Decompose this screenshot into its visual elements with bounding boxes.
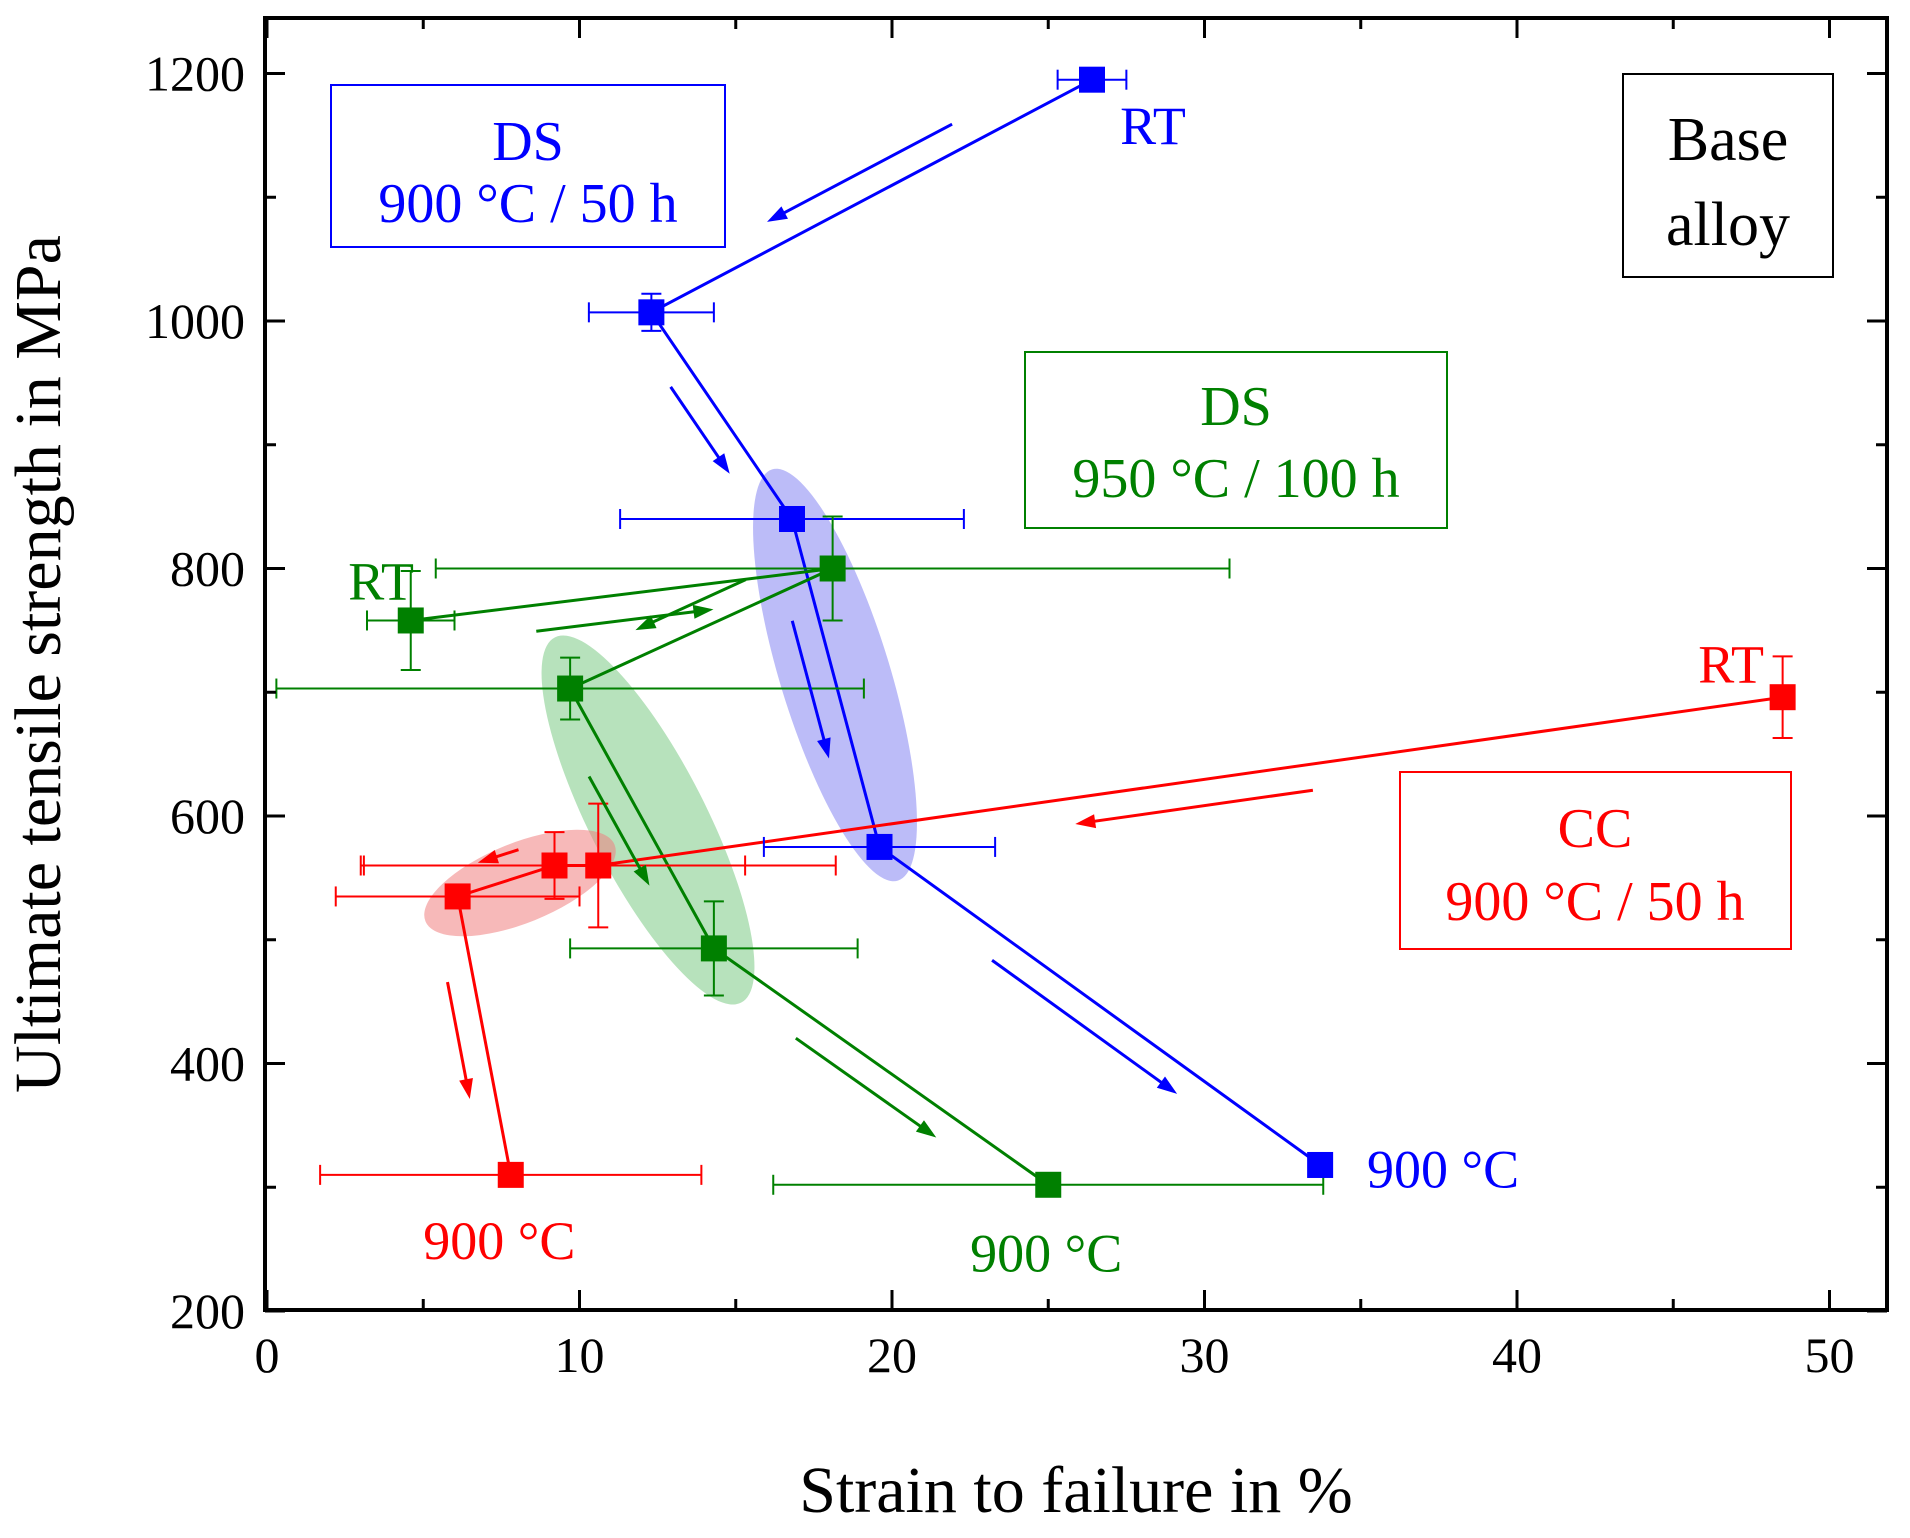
series-box-ds-900: DS 900 °C / 50 h [330,84,726,248]
x-tick-label: 0 [255,1327,280,1383]
trend-arrow-shaft [669,386,726,467]
data-point-marker [444,883,471,910]
x-tick-label: 50 [1805,1327,1855,1383]
data-point-marker [1769,684,1796,711]
y-tick-label: 600 [170,788,245,844]
x-tick-label: 30 [1180,1327,1230,1383]
y-tick-label: 200 [170,1283,245,1339]
trend-arrow-shaft [794,1036,929,1133]
series-box-ds-950-line2: 950 °C / 100 h [1072,448,1399,510]
data-point-marker [497,1161,524,1188]
trend-arrow-head [1156,1076,1178,1094]
data-point-marker [638,299,665,326]
plot-area-frame [263,16,1889,1312]
axis-ticks: 0 10 20 30 40 50 200 400 600 800 1000 1200 [145,18,1887,1383]
trend-arrow-head [633,864,650,886]
y-tick-label: 800 [170,541,245,597]
series-box-cc-900-line2: 900 °C / 50 h [1445,871,1744,933]
y-axis-title: Ultimate tensile strength in MPa [2,235,75,1093]
series-point-label: 900 °C [423,1211,575,1271]
data-point-marker [1079,66,1105,93]
trend-arrow-head [477,849,499,864]
x-tick-label: 40 [1492,1327,1542,1383]
trend-arrow-shaft [790,620,828,750]
trend-arrow-head [915,1120,937,1138]
series-point-label: RT [1698,634,1764,694]
trend-arrow-head [635,615,657,631]
trend-arrow-head [1075,814,1097,829]
trend-arrow-shaft [643,578,747,628]
legend-box-line1: Base [1668,106,1789,174]
point-labels: RT 900 °C RT 900 °C RT 900 °C [348,96,1764,1283]
data-point-marker [866,833,893,860]
data-point-marker [557,675,584,702]
data-point-marker [541,852,568,879]
legend-box-base-alloy: Base alloy [1622,73,1834,278]
x-tick-label: 10 [555,1327,605,1383]
data-point-marker [700,935,727,962]
series-box-cc-900: CC 900 °C / 50 h [1399,771,1792,950]
green-highlight-ellipse [541,635,755,1005]
series-box-ds-900-line2: 900 °C / 50 h [378,173,677,235]
data-markers [397,66,1796,1198]
trend-arrow-head [817,737,831,759]
highlight-ellipses [424,468,917,1005]
trend-arrow-shaft [991,959,1170,1090]
data-point-marker [585,852,612,879]
y-tick-label: 1000 [145,293,245,349]
trend-arrow-shaft [446,981,470,1090]
y-tick-label: 400 [170,1036,245,1092]
data-point-marker [397,607,424,634]
series-point-label: 900 °C [1367,1139,1519,1199]
series-box-ds-900-line1: DS [492,111,564,173]
data-point-marker [1035,1171,1062,1198]
x-axis-title: Strain to failure in % [799,1454,1353,1527]
series-line-0 [649,78,1322,1167]
series-box-cc-900-line1: CC [1558,798,1633,860]
trend-arrow-head [712,453,730,474]
trend-arrow-head [459,1078,473,1100]
y-tick-label: 1200 [145,46,245,102]
series-point-label: 900 °C [970,1223,1122,1283]
trend-arrow-head [692,604,714,619]
trend-arrows [446,122,1314,1138]
trend-arrow-shaft [775,122,953,219]
trend-arrow-head [767,206,788,222]
series-point-label: RT [1120,96,1186,156]
x-tick-label: 20 [867,1327,917,1383]
red-highlight-ellipse [424,829,616,937]
series-box-ds-950-line1: DS [1200,376,1272,438]
data-point-marker [1307,1151,1334,1178]
series-box-ds-950: DS 950 °C / 100 h [1024,351,1448,529]
data-point-marker [819,555,846,582]
legend-box-line2: alloy [1666,191,1790,259]
trend-arrow-shaft [536,609,704,633]
trend-arrow-shaft [1084,788,1314,825]
trend-arrow-shaft [587,775,646,878]
series-point-label: RT [348,551,414,611]
data-point-marker [779,506,805,532]
